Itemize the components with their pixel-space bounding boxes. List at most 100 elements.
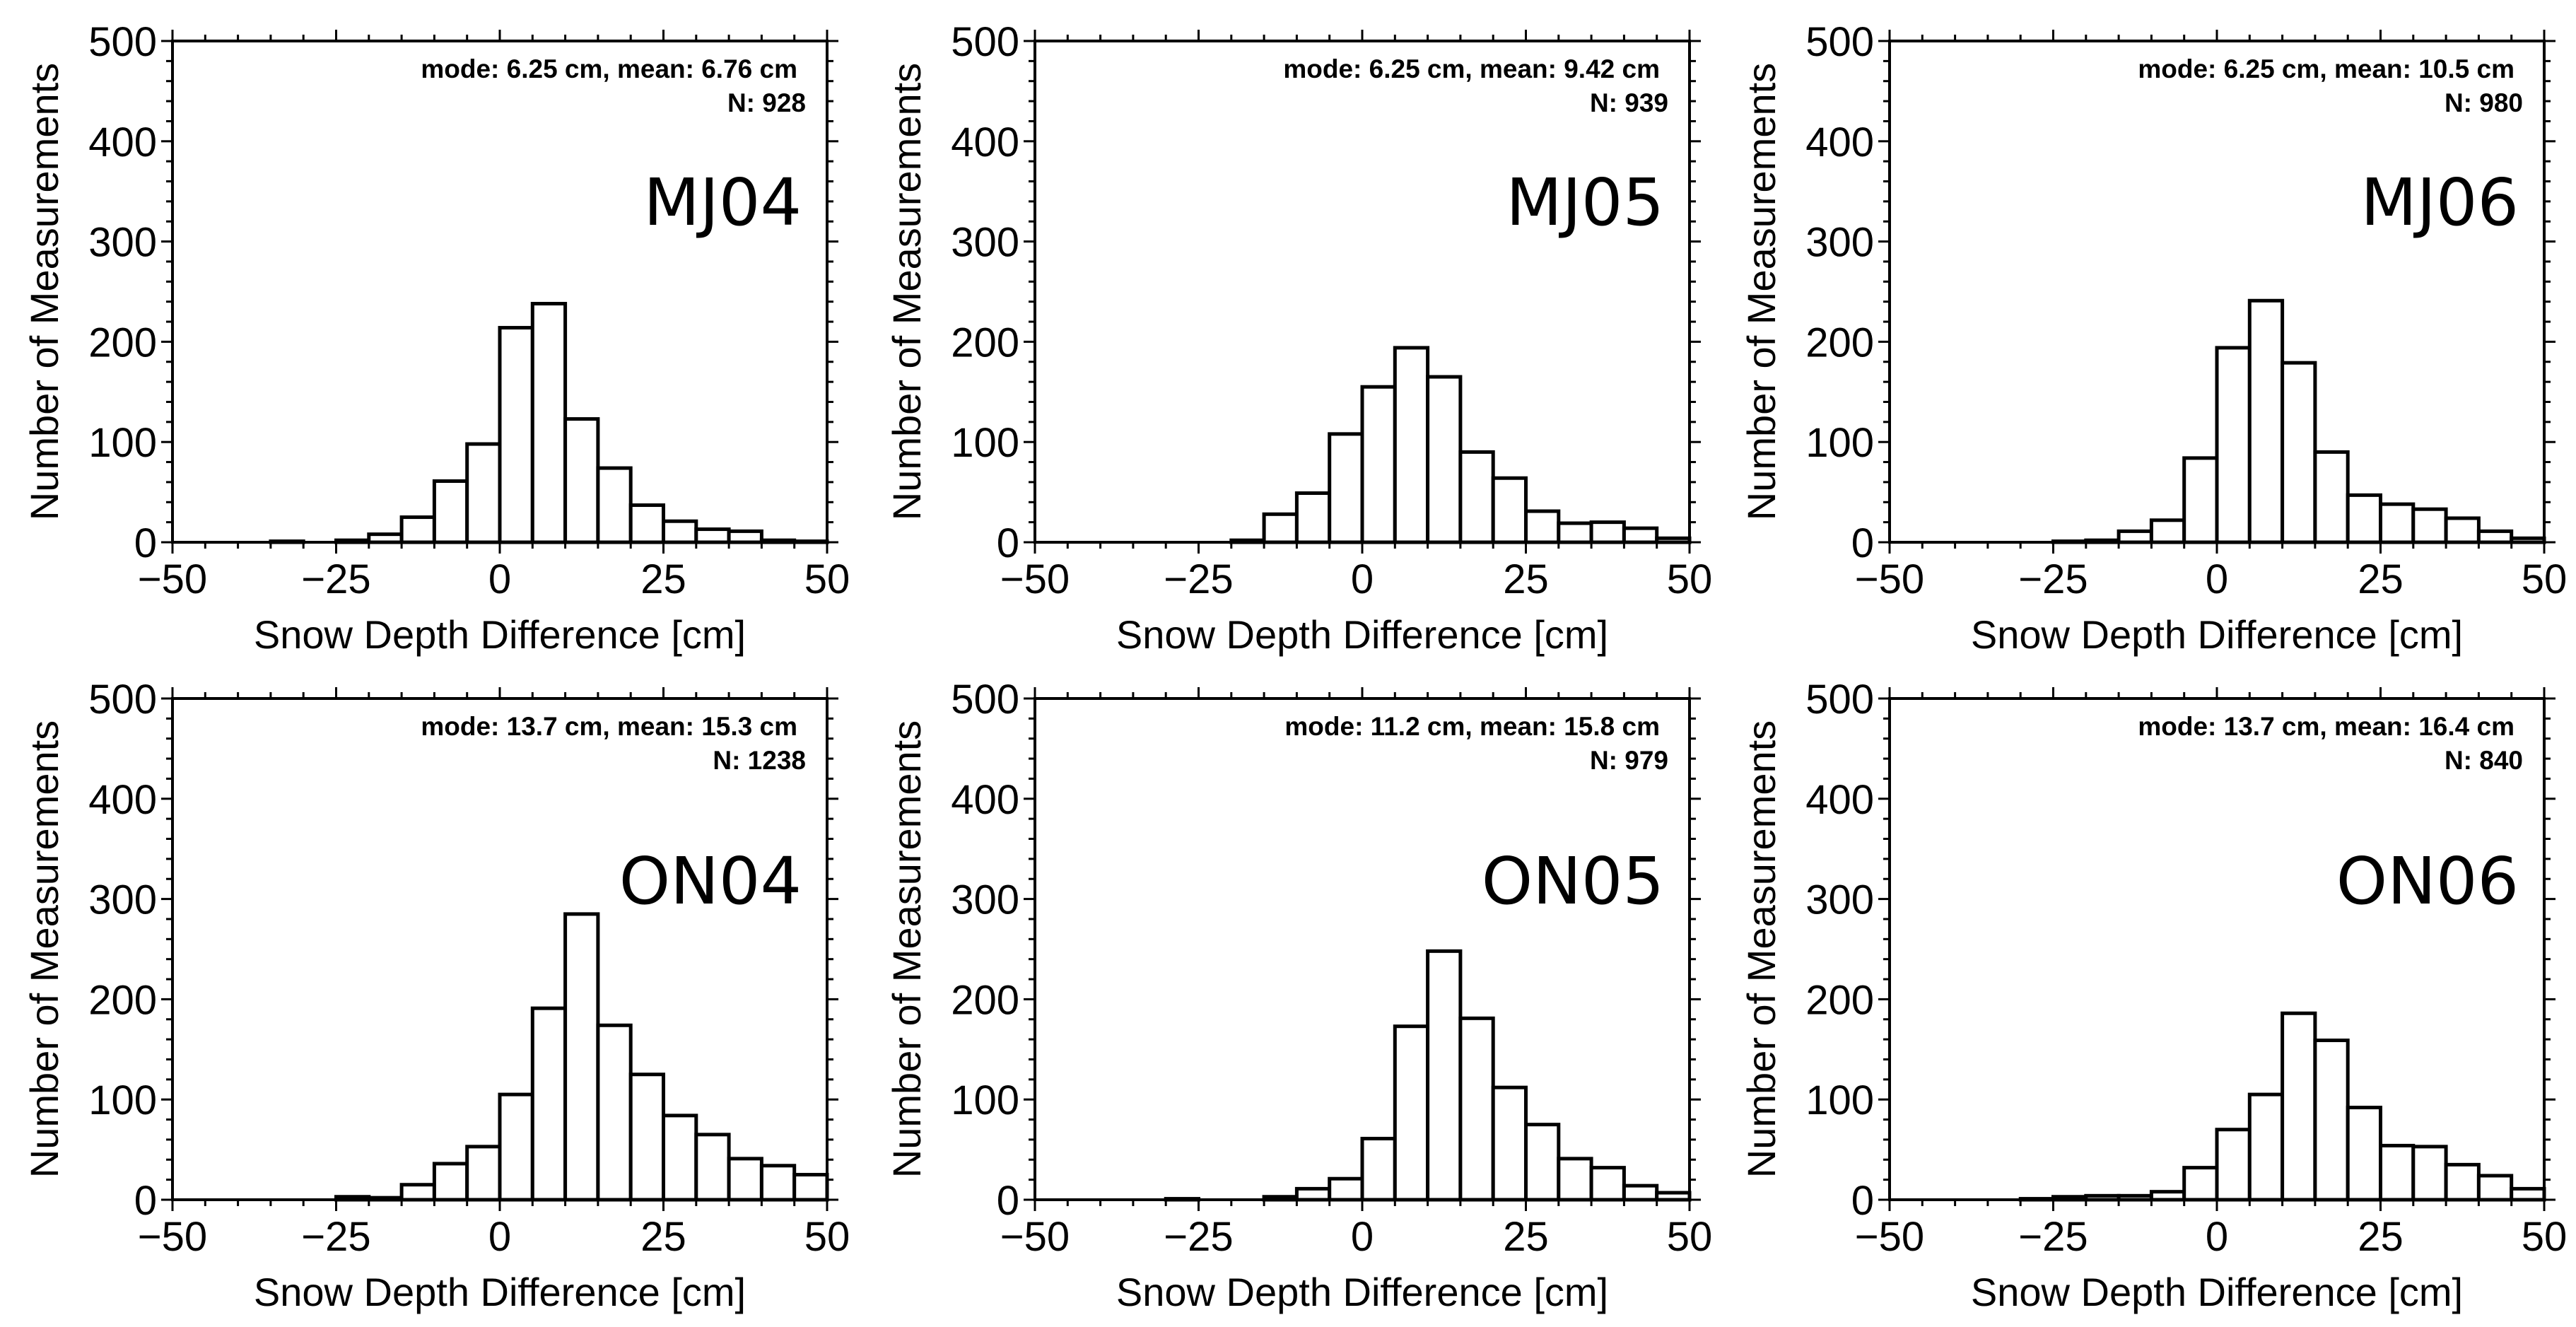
stats-annotation: mode: 13.7 cm, mean: 15.3 cm [421,712,797,741]
y-tick-label: 500 [951,677,1019,723]
histogram-bar [2444,516,2481,544]
histogram-bar [1294,1186,1332,1202]
y-tick-label: 300 [88,877,157,923]
count-annotation: N: 840 [2445,746,2523,775]
x-tick-label: −50 [138,1214,207,1260]
y-tick-label: 0 [1851,1178,1874,1224]
y-tick-label: 0 [134,520,157,566]
histogram-bar [1491,1085,1528,1202]
histogram-bar [2476,1174,2514,1202]
histogram-bar [399,515,436,544]
histogram-bar [399,1183,436,1202]
x-tick-label: 0 [488,1214,511,1260]
x-tick-label: 50 [804,1214,850,1260]
x-tick-label: 50 [1667,556,1713,602]
y-tick-label: 500 [1805,19,1874,65]
histogram-bar [1328,1176,1364,1202]
x-tick-label: 50 [2522,556,2568,602]
y-tick-label: 400 [1805,119,1874,165]
y-axis-label: Number of Measurements [1739,63,1784,520]
histogram-bar [432,479,469,544]
y-tick-label: 200 [1805,977,1874,1023]
histogram-bar [1622,1183,1659,1202]
y-tick-label: 300 [951,877,1019,923]
x-tick-label: 25 [2358,556,2404,602]
station-label: MJ04 [643,165,802,240]
x-tick-label: −25 [301,1214,370,1260]
histogram-bar [2215,346,2252,544]
y-tick-label: 300 [88,220,157,266]
histogram-bar [2117,529,2153,544]
stats-annotation: mode: 11.2 cm, mean: 15.8 cm [1284,712,1660,741]
histogram-bar [1557,1157,1593,1202]
y-tick-label: 100 [1805,1077,1874,1123]
x-tick-label: 25 [1503,1214,1549,1260]
x-tick-label: −50 [1000,556,1070,602]
y-tick-label: 0 [1851,520,1874,566]
y-tick-label: 200 [1805,320,1874,366]
histogram-bar [1589,1166,1626,1202]
count-annotation: N: 979 [1590,746,1668,775]
histogram-bar [727,1157,763,1202]
y-tick-label: 400 [1805,777,1874,823]
x-tick-label: 0 [2206,1214,2228,1260]
histogram-bar [1524,509,1561,544]
histogram-bar [2281,361,2317,544]
histogram-bar [2379,502,2416,544]
x-axis-label: Snow Depth Difference [cm] [1116,1270,1608,1314]
histogram-bar [2346,493,2382,544]
y-tick-label: 100 [951,1077,1019,1123]
histogram-bar [2379,1143,2416,1202]
histogram-bar [2313,450,2350,544]
y-tick-label: 100 [88,1077,157,1123]
x-tick-label: 0 [488,556,511,602]
histogram-bar [2247,298,2285,544]
histogram-bar [596,1023,633,1202]
y-tick-label: 300 [951,220,1019,266]
histogram-bar [662,519,698,544]
histogram-bar [596,466,633,544]
x-tick-label: −50 [138,556,207,602]
histogram-bar [1426,375,1463,544]
histogram-bar [694,1133,731,1202]
histogram-bar [1524,1123,1561,1202]
x-axis-label: Snow Depth Difference [cm] [1971,612,2463,657]
histogram-bar [2510,1186,2546,1202]
y-tick-label: 100 [1805,420,1874,466]
histogram-bar [1328,432,1364,544]
count-annotation: N: 980 [2445,88,2523,117]
y-tick-label: 0 [997,1178,1019,1224]
y-tick-label: 400 [951,777,1019,823]
histogram-bar [1294,491,1332,544]
x-axis-label: Snow Depth Difference [cm] [254,1270,746,1314]
y-tick-label: 500 [1805,677,1874,723]
count-annotation: N: 928 [727,88,806,117]
histogram-bar [662,1113,698,1202]
histogram-bar [2411,1145,2448,1202]
histogram-bar [1426,949,1463,1202]
histogram-bar [2215,1128,2252,1202]
histogram-bar [1360,1137,1397,1202]
histogram-bar [2476,529,2514,544]
y-axis-label: Number of Measurements [884,720,929,1178]
histogram-bar [563,417,600,544]
histogram-bar [2313,1039,2350,1202]
histogram-bar [1393,1024,1430,1202]
y-tick-label: 200 [88,320,157,366]
x-tick-label: 25 [2358,1214,2404,1260]
y-tick-label: 200 [951,977,1019,1023]
y-tick-label: 500 [88,677,157,723]
y-tick-label: 0 [997,520,1019,566]
x-tick-label: 50 [804,556,850,602]
x-tick-label: 25 [640,1214,686,1260]
x-tick-label: −25 [2018,556,2088,602]
y-tick-label: 400 [88,119,157,165]
x-tick-label: 0 [1351,556,1374,602]
histogram-bar [2444,1162,2481,1202]
histogram-bar [2281,1011,2317,1202]
x-tick-label: −50 [1855,556,1924,602]
